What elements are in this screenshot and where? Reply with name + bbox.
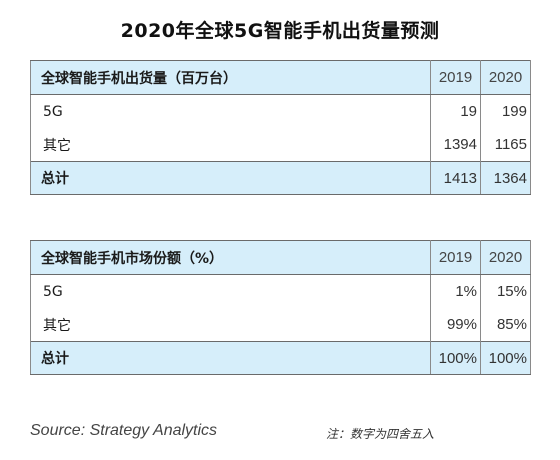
year-header: 2019 — [430, 60, 481, 95]
year-header: 2020 — [480, 60, 531, 95]
row-label: 5G — [30, 94, 431, 128]
table-row: 5G 1% 15% — [30, 274, 531, 308]
footnote: 注：数字为四舍五入 — [326, 427, 435, 441]
table-header-row: 全球智能手机市场份额（%） 2019 2020 — [30, 240, 531, 275]
total-value: 100% — [480, 341, 531, 375]
total-value: 1413 — [430, 161, 481, 195]
cell-value: 1165 — [480, 128, 531, 162]
table-total-row: 总计 1413 1364 — [30, 161, 531, 195]
shipments-table: 全球智能手机出货量（百万台） 2019 2020 5G 19 199 其它 13… — [30, 60, 531, 195]
table-row: 5G 19 199 — [30, 94, 531, 128]
page-title: 2020年全球5G智能手机出货量预测 — [120, 20, 440, 42]
cell-value: 85% — [480, 308, 531, 342]
row-label: 其它 — [30, 308, 431, 342]
table-row: 其它 1394 1165 — [30, 128, 531, 162]
cell-value: 1394 — [430, 128, 481, 162]
table-header-label: 全球智能手机市场份额（%） — [30, 240, 431, 275]
cell-value: 15% — [480, 274, 531, 308]
year-header: 2019 — [430, 240, 481, 275]
table-total-row: 总计 100% 100% — [30, 341, 531, 375]
table-header-row: 全球智能手机出货量（百万台） 2019 2020 — [30, 60, 531, 95]
source-caption: Source: Strategy Analytics — [30, 422, 218, 439]
total-label: 总计 — [30, 341, 431, 375]
row-label: 5G — [30, 274, 431, 308]
year-header: 2020 — [480, 240, 531, 275]
total-value: 1364 — [480, 161, 531, 195]
cell-value: 199 — [480, 94, 531, 128]
cell-value: 1% — [430, 274, 481, 308]
row-label: 其它 — [30, 128, 431, 162]
market-share-table: 全球智能手机市场份额（%） 2019 2020 5G 1% 15% 其它 99%… — [30, 240, 531, 375]
table-header-label: 全球智能手机出货量（百万台） — [30, 60, 431, 95]
total-value: 100% — [430, 341, 481, 375]
table-row: 其它 99% 85% — [30, 308, 531, 342]
cell-value: 19 — [430, 94, 481, 128]
total-label: 总计 — [30, 161, 431, 195]
cell-value: 99% — [430, 308, 481, 342]
